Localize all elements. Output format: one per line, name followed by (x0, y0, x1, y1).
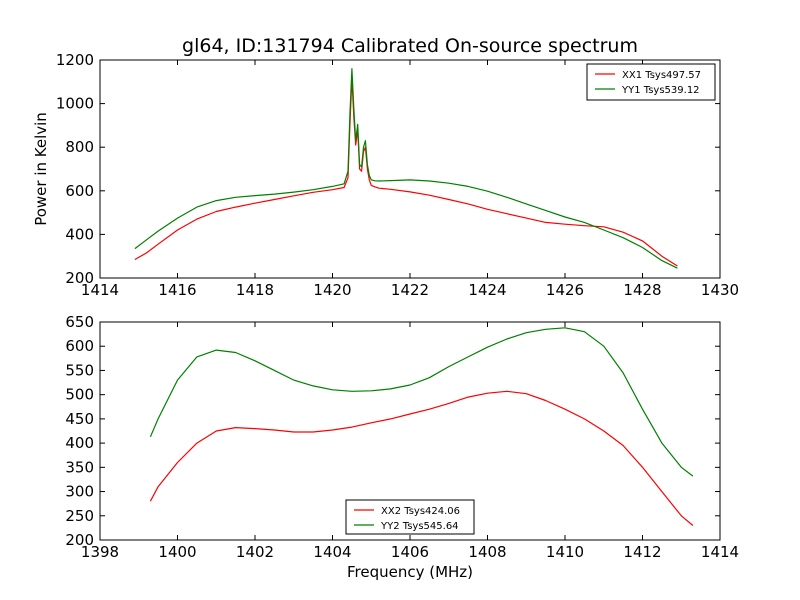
series-line (134, 68, 678, 269)
x-tick-label: 1400 (158, 543, 196, 561)
y-tick-label: 550 (65, 361, 94, 379)
y-tick-label: 350 (65, 458, 94, 476)
x-tick-label: 1408 (468, 543, 506, 561)
bottom-panel-legend: XX2 Tsys424.06 YY2 Tsys545.64 (345, 499, 475, 535)
legend-label: YY1 Tsys539.12 (621, 85, 700, 96)
y-tick-label: 250 (65, 507, 94, 525)
bottom-panel-xlabel: Frequency (MHz) (347, 563, 473, 581)
y-tick-label: 800 (65, 138, 94, 156)
y-tick-label: 200 (65, 269, 94, 287)
y-tick-label: 300 (65, 483, 94, 501)
legend-label: YY2 Tsys545.64 (380, 521, 459, 532)
y-tick-label: 1200 (56, 51, 94, 69)
legend-label: XX1 Tsys497.57 (622, 70, 701, 81)
x-tick-label: 1422 (391, 281, 429, 299)
top-panel-series (134, 68, 678, 269)
x-tick-label: 1424 (468, 281, 506, 299)
bottom-panel-ticks: 1398 1400 1402 1404 1406 1408 1410 1412 1414 200 2… (65, 313, 739, 561)
x-tick-label: 1406 (391, 543, 429, 561)
x-tick-label: 1398 (81, 543, 119, 561)
y-tick-label: 400 (65, 434, 94, 452)
top-panel-ticks: 1414 1416 1418 1420 1422 1424 1426 1428 1430 200 4… (56, 51, 739, 299)
top-panel-frame (99, 59, 721, 279)
y-tick-label: 500 (65, 386, 94, 404)
x-tick-label: 1404 (313, 543, 351, 561)
x-tick-label: 1420 (313, 281, 351, 299)
x-tick-label: 1414 (81, 281, 119, 299)
series-line (134, 77, 678, 267)
top-panel-legend: XX1 Tsys497.57 YY1 Tsys539.12 (586, 63, 716, 101)
x-tick-label: 1416 (158, 281, 196, 299)
x-tick-label: 1410 (546, 543, 584, 561)
y-tick-label: 450 (65, 410, 94, 428)
y-tick-label: 1000 (56, 95, 94, 113)
chart-title: gl64, ID:131794 Calibrated On-source spe… (182, 35, 638, 57)
bottom-panel-frame (99, 321, 721, 541)
x-tick-label: 1412 (623, 543, 661, 561)
top-panel: 1414 1416 1418 1420 1422 1424 1426 1428 1430 200 4… (32, 51, 739, 299)
legend-box (345, 499, 475, 535)
x-tick-label: 1428 (623, 281, 661, 299)
x-tick-label: 1402 (236, 543, 274, 561)
legend-label: XX2 Tsys424.06 (381, 506, 460, 517)
x-tick-label: 1426 (546, 281, 584, 299)
bottom-panel: 1398 1400 1402 1404 1406 1408 1410 1412 1414 200 2… (65, 313, 739, 581)
series-line (149, 327, 694, 477)
y-tick-label: 400 (65, 225, 94, 243)
y-tick-label: 600 (65, 337, 94, 355)
legend-box (586, 63, 716, 101)
series-line (149, 390, 694, 526)
x-tick-label: 1418 (236, 281, 274, 299)
top-panel-ylabel: Power in Kelvin (32, 112, 50, 226)
x-tick-label: 1430 (701, 281, 739, 299)
x-tick-label: 1414 (701, 543, 739, 561)
y-tick-label: 600 (65, 182, 94, 200)
y-tick-label: 650 (65, 313, 94, 331)
y-tick-label: 200 (65, 531, 94, 549)
bottom-panel-series (149, 327, 694, 526)
